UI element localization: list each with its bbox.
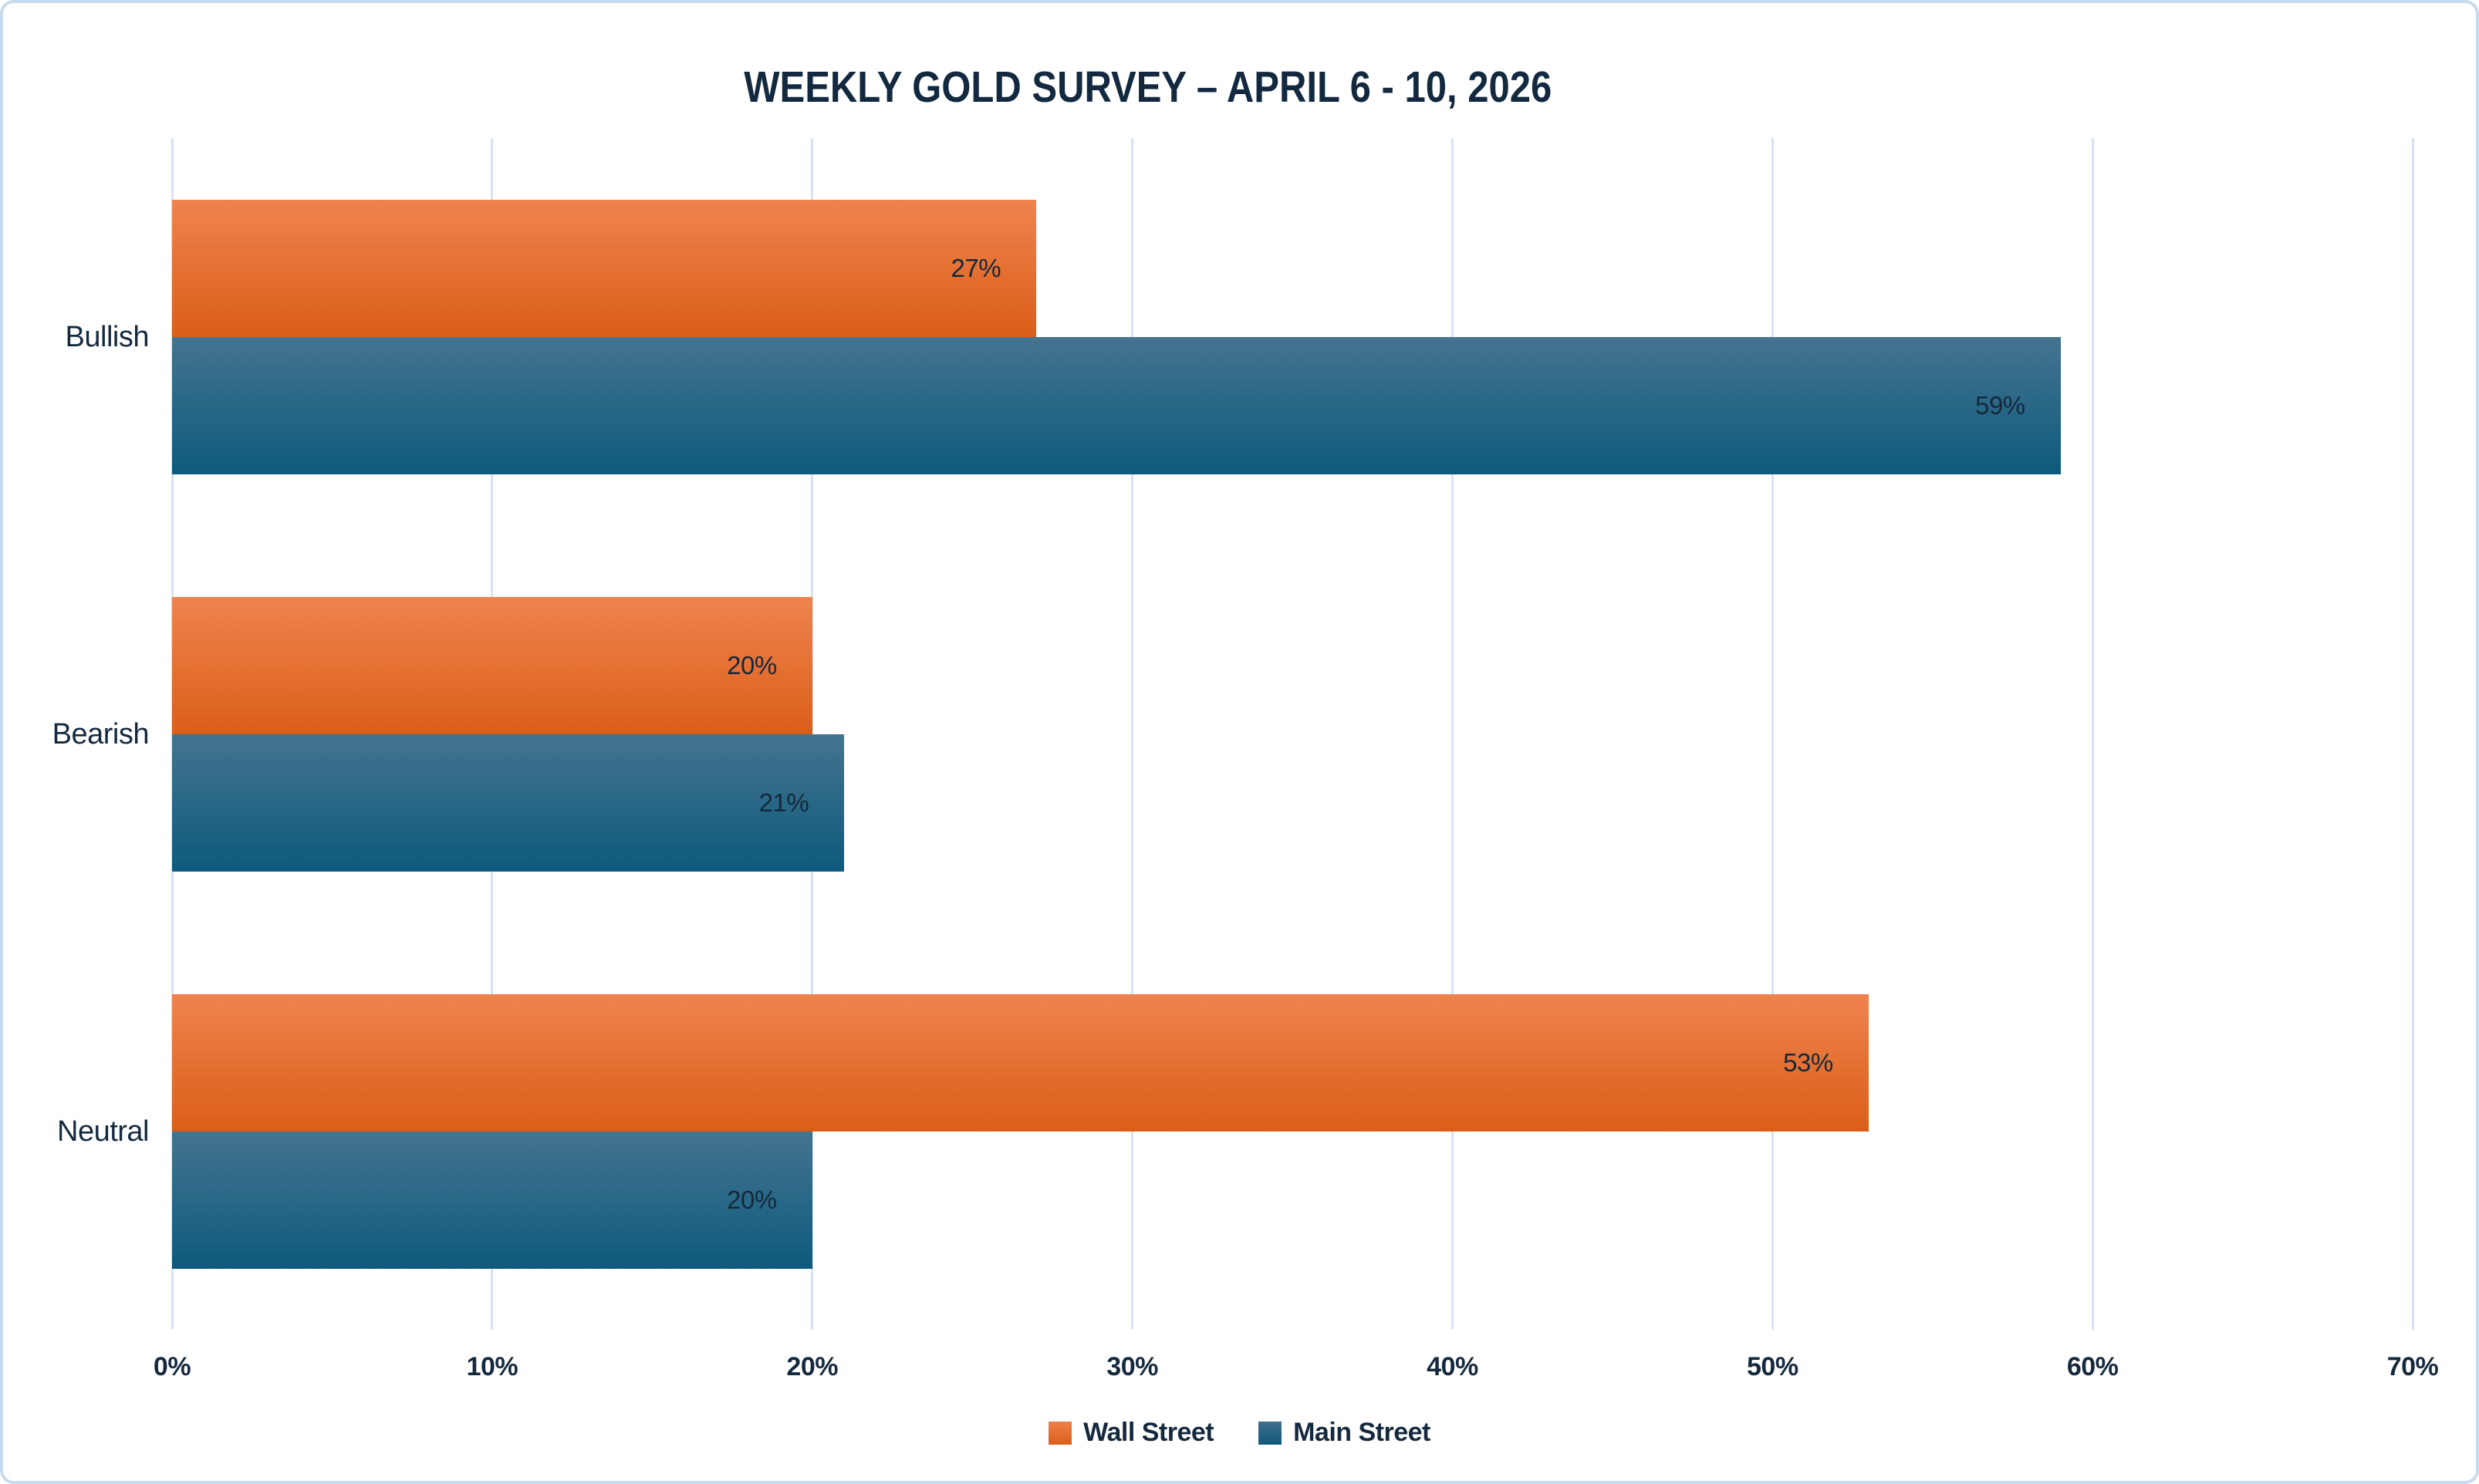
x-tick-label: 50% [1747, 1352, 1798, 1381]
x-tick-label: 0% [153, 1352, 191, 1381]
plot-area: 27% 59% 20% 21% 53% 20% [171, 138, 2414, 1330]
bar-value-label: 27% [951, 253, 1001, 282]
legend-swatch-icon [1258, 1421, 1282, 1445]
legend-item-wall-street: Wall Street [1049, 1418, 1214, 1448]
x-tick-label: 30% [1106, 1352, 1158, 1381]
bar-value-label: 53% [1783, 1047, 1833, 1077]
x-tick-label: 60% [2066, 1352, 2119, 1381]
category-label-neutral: Neutral [57, 1115, 150, 1148]
gridline [2091, 138, 2094, 1330]
bar-main-street-bullish: 59% [172, 336, 2061, 474]
bar-wall-street-bullish: 27% [172, 199, 1037, 337]
legend: Wall Street Main Street [3, 1418, 2476, 1448]
bar-value-label: 21% [758, 788, 809, 817]
gridline [1131, 138, 1134, 1330]
gridline [1451, 138, 1454, 1330]
gridline [1771, 138, 1774, 1330]
bar-wall-street-neutral: 53% [172, 993, 1869, 1132]
x-tick-label: 10% [466, 1352, 518, 1381]
x-tick-label: 70% [2386, 1352, 2439, 1381]
x-tick-label: 20% [786, 1352, 838, 1381]
legend-label: Main Street [1293, 1418, 1430, 1447]
bar-value-label: 59% [1975, 390, 2025, 420]
chart-title-text: WEEKLY GOLD SURVEY – APRIL 6 - 10, 2026 [744, 62, 1552, 112]
bar-main-street-neutral: 20% [172, 1131, 812, 1269]
category-label-bullish: Bullish [65, 320, 150, 353]
x-tick-label: 40% [1427, 1352, 1478, 1381]
bar-value-label: 20% [727, 650, 777, 680]
legend-swatch-icon [1049, 1421, 1072, 1445]
gridline [2411, 138, 2414, 1330]
bar-main-street-bearish: 21% [172, 734, 845, 872]
category-label-bearish: Bearish [52, 717, 150, 750]
chart-title: WEEKLY GOLD SURVEY – APRIL 6 - 10, 2026 [3, 62, 2293, 113]
bar-value-label: 20% [727, 1185, 777, 1214]
legend-item-main-street: Main Street [1258, 1418, 1430, 1448]
bar-wall-street-bearish: 20% [172, 596, 812, 734]
legend-label: Wall Street [1083, 1418, 1214, 1447]
